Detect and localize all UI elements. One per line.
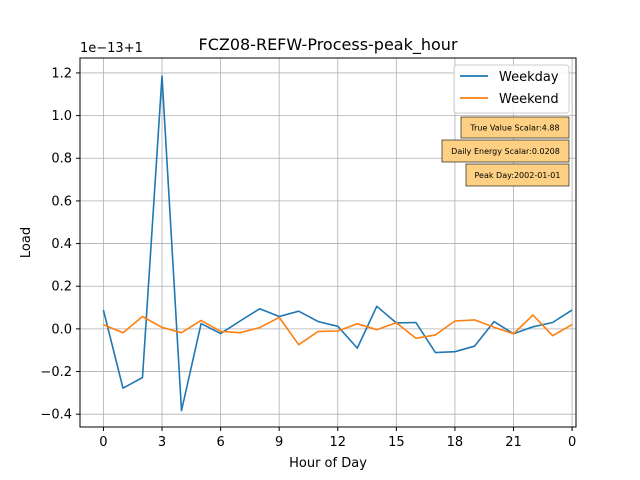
annotation-box	[465, 163, 570, 187]
y-tick-label: −0.2	[40, 365, 72, 380]
x-tick-label: 21	[505, 435, 522, 450]
legend: Weekday Weekend	[453, 64, 570, 114]
annotation-boxes: True Value Scalar:4.88 Daily Energy Scala…	[441, 116, 570, 187]
y-axis-label: Load	[19, 227, 34, 258]
series-lines	[102, 75, 573, 412]
annotation-box	[441, 139, 570, 163]
x-axis-label: Hour of Day	[289, 456, 367, 471]
x-tick-label: 0	[568, 435, 576, 450]
annotation-text: Peak Day:2002-01-01	[475, 171, 561, 180]
annotation-box	[460, 116, 570, 139]
x-tick-label: 9	[275, 435, 283, 450]
y-tick-label: 0.8	[51, 152, 72, 167]
x-tick-label: 18	[447, 435, 464, 450]
y-tick-label: 0.0	[51, 322, 72, 337]
x-tick-label: 6	[216, 435, 224, 450]
legend-label-weekday: Weekday	[499, 70, 559, 85]
x-tick-label: 15	[388, 435, 405, 450]
axes-frame	[79, 57, 577, 428]
y-tick-label: −0.4	[40, 408, 72, 423]
annotation-text: True Value Scalar:4.88	[469, 124, 559, 133]
y-tick-label: 1.0	[51, 109, 72, 124]
chart-title: FCZ08-REFW-Process-peak_hour	[198, 35, 457, 55]
series-line-weekend	[103, 314, 573, 346]
y-tick-label: 0.2	[51, 280, 72, 295]
legend-label-weekend: Weekend	[499, 92, 559, 107]
annotation-text: Daily Energy Scalar:0.0208	[451, 147, 560, 156]
legend-box	[453, 64, 570, 114]
series-line-weekday	[102, 75, 573, 412]
x-tick-label: 0	[99, 435, 107, 450]
y-tick-label: 0.6	[51, 194, 72, 209]
y-tick-label: 0.4	[51, 237, 72, 252]
x-tick-label: 12	[329, 435, 346, 450]
y-offset-text: 1e−13+1	[80, 41, 143, 56]
axis-ticks: 0 3 6 9 12 15 18 21 0 −0.4 −0.2 0.0 0.2 0.4 0.6 0.8 1.0 1…	[40, 66, 576, 450]
y-tick-label: 1.2	[51, 66, 72, 81]
x-tick-label: 3	[158, 435, 166, 450]
